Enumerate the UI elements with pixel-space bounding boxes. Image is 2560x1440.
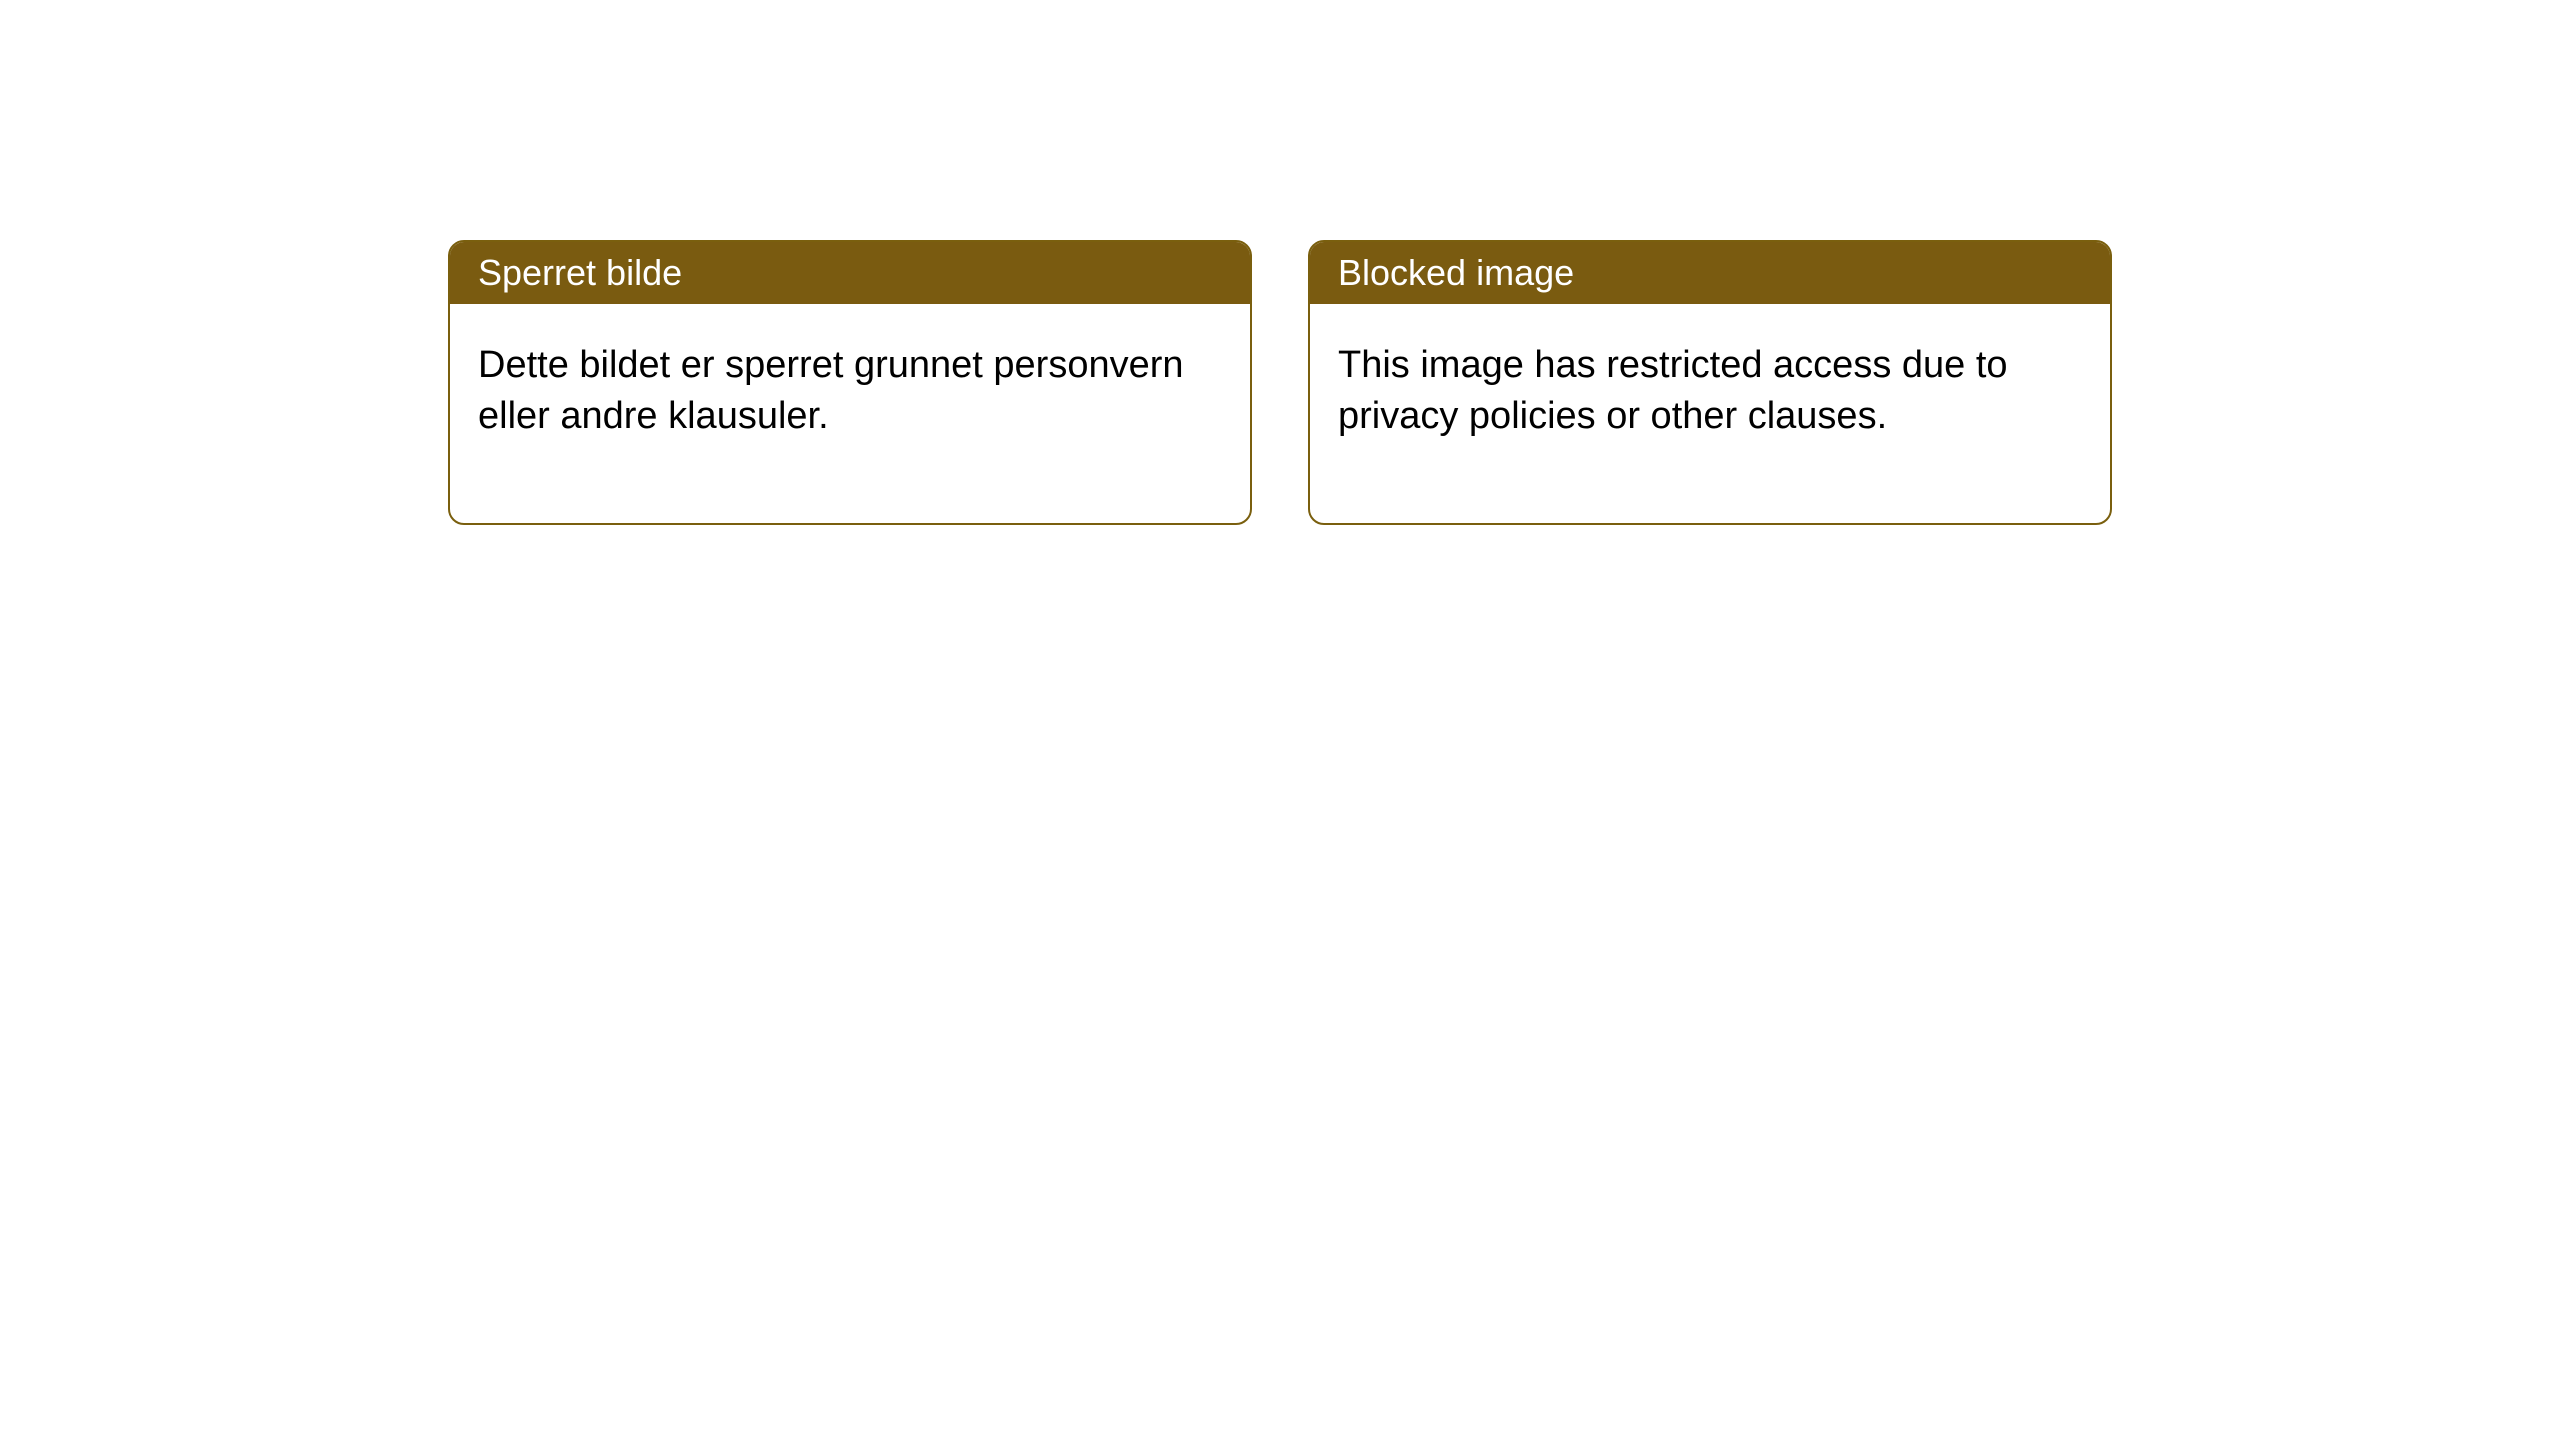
card-message: Dette bildet er sperret grunnet personve… — [478, 344, 1184, 437]
card-title: Blocked image — [1338, 252, 1574, 293]
blocked-image-card-norwegian: Sperret bilde Dette bildet er sperret gr… — [448, 240, 1252, 525]
card-title: Sperret bilde — [478, 252, 682, 293]
notice-container: Sperret bilde Dette bildet er sperret gr… — [448, 240, 2112, 525]
blocked-image-card-english: Blocked image This image has restricted … — [1308, 240, 2112, 525]
card-header: Blocked image — [1310, 242, 2110, 304]
card-header: Sperret bilde — [450, 242, 1250, 304]
card-message: This image has restricted access due to … — [1338, 344, 2008, 437]
card-body: Dette bildet er sperret grunnet personve… — [450, 304, 1250, 523]
card-body: This image has restricted access due to … — [1310, 304, 2110, 523]
